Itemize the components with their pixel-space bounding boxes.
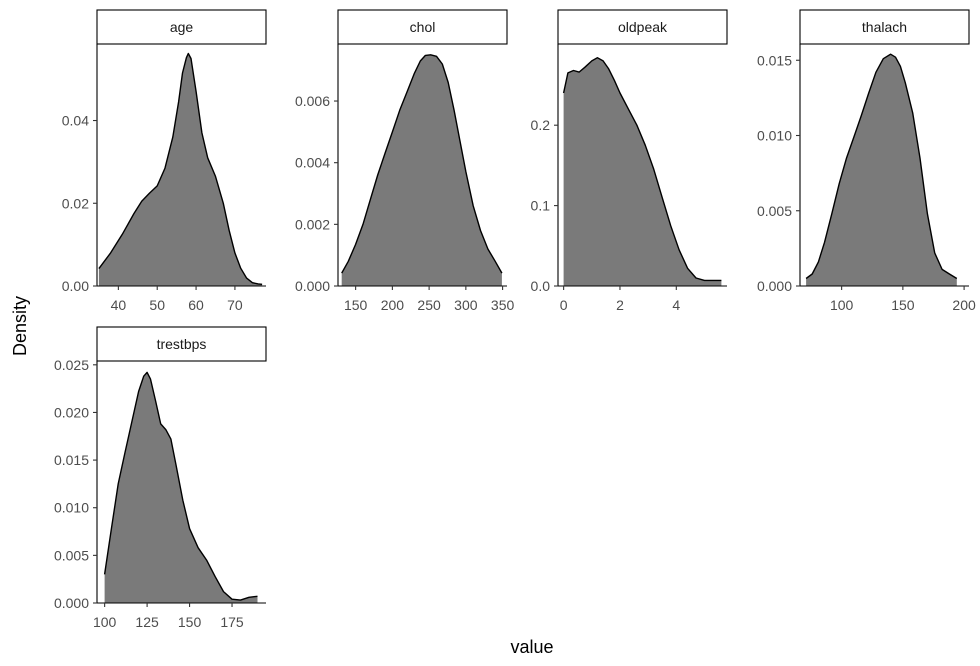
facet-strip: [337, 9, 508, 45]
x-tick-label: 150: [178, 614, 202, 630]
facet-panel-thalach: thalach 0.000 0.005 0.010 0.015 100 150 200: [757, 9, 976, 313]
x-tick-label: 200: [952, 297, 976, 313]
y-tick-label: 0.000: [54, 595, 89, 611]
density-area-oldpeak: [563, 57, 722, 287]
x-tick-label: 60: [188, 297, 204, 313]
x-tick-label: 50: [149, 297, 165, 313]
facet-panel-chol: chol 0.000 0.002 0.004 0.006 150 200 250 300 350: [295, 9, 515, 313]
x-tick-label: 350: [491, 297, 515, 313]
facet-panel-oldpeak: oldpeak 0.0 0.1 0.2 0 2 4: [531, 9, 728, 313]
density-curve-oldpeak: [562, 57, 722, 282]
y-tick-label: 0.1: [531, 198, 551, 214]
x-tick-label: 100: [830, 297, 854, 313]
facet-strip-label: age: [170, 19, 194, 35]
x-tick-label: 175: [220, 614, 244, 630]
x-tick-label: 0: [560, 297, 568, 313]
x-tick-label: 70: [227, 297, 243, 313]
facet-strip-label: chol: [410, 19, 436, 35]
density-curve-chol: [341, 54, 503, 274]
y-tick-label: 0.04: [62, 113, 89, 129]
x-tick-label: 100: [93, 614, 117, 630]
y-tick-label: 0.006: [295, 93, 330, 109]
y-tick-label: 0.0: [531, 278, 551, 294]
x-tick-label: 150: [344, 297, 368, 313]
x-tick-label: 125: [135, 614, 159, 630]
facet-strip-label: trestbps: [157, 336, 207, 352]
facet-strip-label: thalach: [862, 19, 907, 35]
facet-strip-label: oldpeak: [618, 19, 668, 35]
facet-strip: [799, 9, 970, 45]
x-tick-label: 150: [891, 297, 915, 313]
y-tick-label: 0.005: [757, 203, 792, 219]
y-tick-label: 0.020: [54, 404, 89, 420]
x-tick-label: 250: [417, 297, 441, 313]
density-curve-thalach: [805, 53, 958, 280]
x-tick-label: 200: [381, 297, 405, 313]
facet-strip: [96, 9, 267, 45]
density-area-age: [98, 53, 263, 286]
y-tick-label: 0.004: [295, 155, 330, 171]
density-area-thalach: [806, 54, 957, 287]
facet-panel-trestbps: trestbps 0.000 0.005 0.010 0.015 0.020 0.025 10…: [54, 326, 267, 630]
facet-strip: [96, 326, 267, 362]
y-tick-label: 0.015: [757, 52, 792, 68]
x-tick-label: 300: [454, 297, 478, 313]
y-tick-label: 0.02: [62, 195, 89, 211]
y-axis-title: Density: [10, 296, 30, 356]
density-curve-trestbps: [103, 371, 258, 601]
y-tick-label: 0.002: [295, 216, 330, 232]
y-tick-label: 0.005: [54, 547, 89, 563]
y-tick-label: 0.010: [757, 128, 792, 144]
x-axis-title: value: [510, 637, 553, 657]
x-tick-label: 4: [672, 297, 680, 313]
x-tick-label: 40: [111, 297, 127, 313]
density-area-trestbps: [104, 372, 258, 603]
y-tick-label: 0.000: [757, 278, 792, 294]
x-tick-label: 2: [616, 297, 624, 313]
y-tick-label: 0.010: [54, 500, 89, 516]
y-tick-label: 0.000: [295, 278, 330, 294]
density-area-chol: [341, 54, 502, 286]
density-curve-age: [98, 52, 263, 285]
y-tick-label: 0.2: [531, 117, 551, 133]
y-tick-label: 0.015: [54, 452, 89, 468]
facet-panel-age: age 0.00 0.02 0.04 40 50 60 70: [62, 9, 267, 313]
y-tick-label: 0.025: [54, 357, 89, 373]
facet-strip: [557, 9, 728, 45]
y-tick-label: 0.00: [62, 278, 89, 294]
